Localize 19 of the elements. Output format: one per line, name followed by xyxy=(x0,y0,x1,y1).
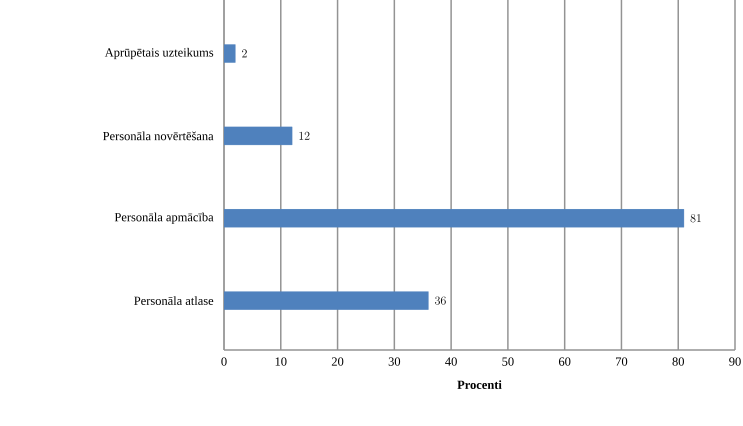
x-tick-label: 30 xyxy=(388,357,400,366)
x-tick-label: 20 xyxy=(332,357,344,366)
data-label: 36 xyxy=(435,296,446,305)
y-tick-label: Personāla atlase xyxy=(134,296,214,305)
x-tick-label: 0 xyxy=(221,357,227,366)
x-tick-label: 10 xyxy=(276,357,287,366)
data-label: 12 xyxy=(299,132,310,140)
x-tick-label: 80 xyxy=(672,357,684,366)
x-tick-label: 70 xyxy=(616,357,628,366)
data-label: 81 xyxy=(690,214,701,222)
x-tick-label: 60 xyxy=(558,357,570,366)
x-tick-label: 90 xyxy=(729,357,741,366)
y-tick-label: Personāla apmācība xyxy=(114,212,214,224)
y-tick-label: Personāla novērtēšana xyxy=(103,131,214,140)
x-tick-label: 40 xyxy=(445,357,457,366)
x-axis-title: Procenti xyxy=(457,380,502,390)
x-tick-label: 50 xyxy=(502,357,514,366)
data-label: 2 xyxy=(242,49,247,58)
y-tick-label: Aprūpētais uzteikums xyxy=(104,48,214,60)
